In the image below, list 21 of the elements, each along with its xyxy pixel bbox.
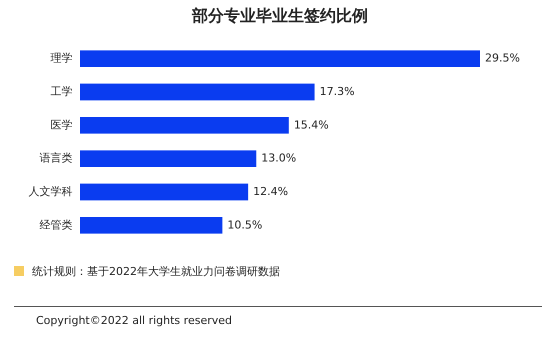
y-tick-label: 医学 bbox=[50, 118, 72, 132]
y-tick-label: 经管类 bbox=[40, 218, 72, 232]
y-tick-label: 语言类 bbox=[40, 152, 72, 165]
text: Copyright©2022 all rights reserved bbox=[36, 314, 232, 327]
bar bbox=[80, 184, 248, 200]
data-label: 29.5% bbox=[485, 52, 520, 65]
data-label: 10.5% bbox=[227, 218, 262, 232]
y-tick-label: 工学 bbox=[50, 85, 72, 98]
data-label: 15.4% bbox=[294, 118, 329, 132]
y-tick-label: 理学 bbox=[50, 52, 72, 65]
chart-title: 部分专业毕业生签约比例 bbox=[191, 6, 368, 25]
bar bbox=[80, 117, 289, 134]
y-tick-label: 人文学科 bbox=[28, 185, 72, 198]
data-label: 17.3% bbox=[320, 85, 355, 98]
bar bbox=[80, 150, 256, 167]
text: 统计规则：基于2022年大学生就业力问卷调研数据 bbox=[31, 264, 280, 279]
bar bbox=[80, 217, 222, 234]
data-label: 13.0% bbox=[261, 152, 296, 165]
bar bbox=[80, 50, 480, 67]
bar bbox=[80, 84, 315, 100]
data-label: 12.4% bbox=[253, 185, 288, 198]
